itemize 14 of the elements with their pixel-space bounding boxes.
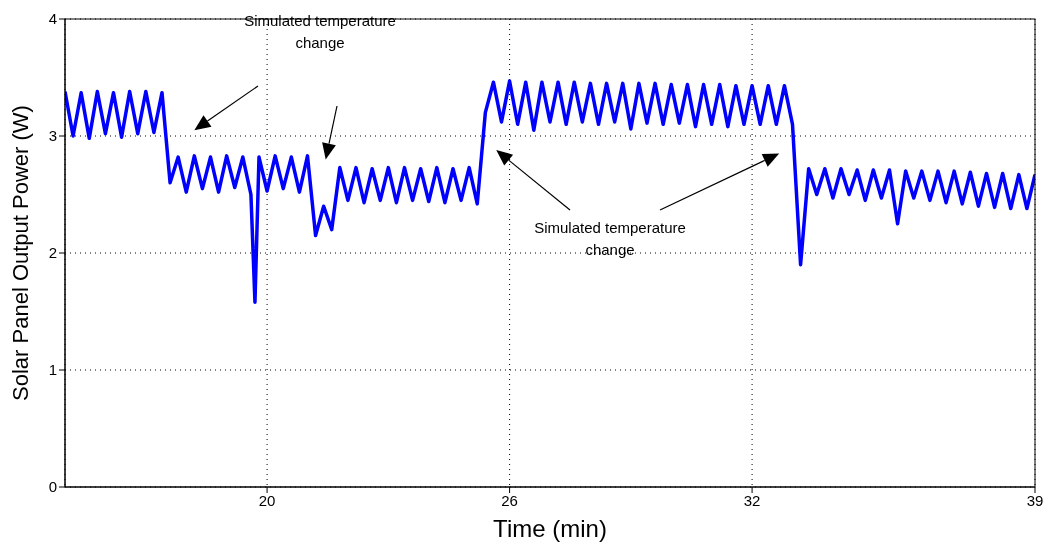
y-tick-label: 4 [48,10,57,28]
y-tick-label: 1 [48,361,57,379]
x-tick-label: 39 [1026,491,1044,509]
y-tick-label: 2 [48,244,57,262]
x-axis-title: Time (min) [493,515,607,542]
x-tick-label: 32 [743,491,761,509]
annotation: Simulated temperature change [534,219,686,258]
y-tick-label: 3 [48,127,57,145]
x-tick-label: 20 [258,491,276,509]
y-tick-label: 0 [48,478,57,496]
line-series [65,79,1035,304]
annotation: Simulated temperature change [244,12,396,51]
x-tick-label: 26 [501,491,518,509]
y-axis-title: Solar Panel Output Power (W) [7,105,33,401]
